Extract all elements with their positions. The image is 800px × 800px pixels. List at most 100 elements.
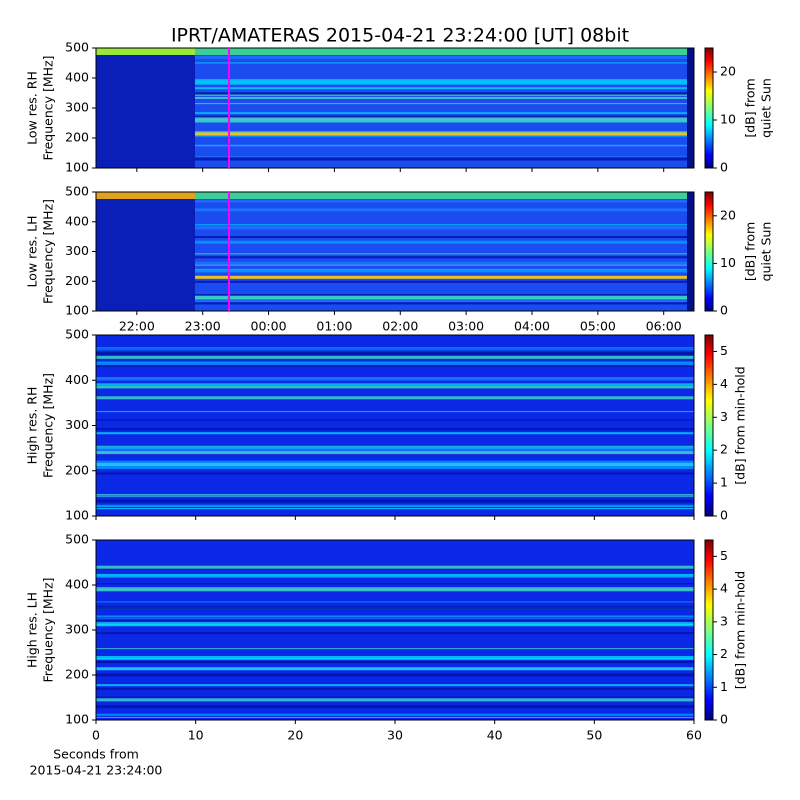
colorbar-tick-label: 3 bbox=[720, 613, 728, 628]
spectrogram-band bbox=[96, 713, 694, 716]
spectrogram-no-data bbox=[96, 48, 195, 168]
spectrogram-band bbox=[96, 705, 694, 709]
spectrogram-band bbox=[96, 451, 694, 455]
spectrogram-band bbox=[195, 157, 687, 161]
spectrogram-band bbox=[195, 145, 687, 147]
x-tick-label: 02:00 bbox=[382, 319, 418, 334]
y-tick-label: 500 bbox=[65, 184, 89, 199]
spectrogram-band bbox=[96, 361, 694, 363]
spectrogram-band bbox=[96, 587, 694, 591]
spectrogram-band bbox=[96, 494, 694, 497]
y-tick-label: 300 bbox=[65, 622, 89, 637]
y-tick-label: 500 bbox=[65, 532, 89, 547]
spectrogram-band bbox=[96, 687, 694, 690]
spectrogram-band bbox=[195, 256, 687, 259]
y-tick-label: 200 bbox=[65, 462, 89, 477]
colorbar-label: [dB] from min-hold bbox=[733, 366, 748, 484]
spectrogram-band bbox=[195, 264, 687, 266]
spectrogram-band bbox=[96, 355, 694, 359]
colorbar-tick-label: 1 bbox=[720, 475, 728, 490]
colorbar-tick-label: 0 bbox=[720, 712, 728, 727]
colorbar-tick-label: 2 bbox=[720, 442, 728, 457]
spectrogram-band bbox=[96, 383, 694, 386]
spectrogram-band bbox=[195, 92, 687, 95]
x-tick-label: 06:00 bbox=[646, 319, 682, 334]
y-tick-label: 400 bbox=[65, 372, 89, 387]
spectrogram-band bbox=[195, 240, 687, 244]
colorbar bbox=[704, 47, 714, 169]
y-tick-label: 200 bbox=[65, 130, 89, 145]
x-tick-label: 30 bbox=[387, 728, 403, 743]
spectrogram-band bbox=[96, 349, 694, 351]
x-tick-label: 50 bbox=[586, 728, 602, 743]
spectrogram bbox=[96, 48, 694, 168]
colorbar-tick-label: 2 bbox=[720, 646, 728, 661]
colorbar-label: [dB] from bbox=[743, 222, 758, 281]
colorbar-tick-label: 20 bbox=[720, 64, 736, 79]
y-tick-label: 400 bbox=[65, 577, 89, 592]
spectrogram-band bbox=[195, 192, 687, 199]
spectrogram-band bbox=[96, 467, 694, 470]
spectrogram-band bbox=[96, 573, 694, 577]
x-tick-label: 03:00 bbox=[448, 319, 484, 334]
spectrogram-band bbox=[195, 119, 687, 123]
spectrogram-band bbox=[96, 462, 694, 466]
spectrogram-band bbox=[195, 200, 687, 203]
spectrogram-band bbox=[96, 472, 694, 475]
colorbar-tick-label: 4 bbox=[720, 376, 728, 391]
spectrogram-band bbox=[195, 87, 687, 90]
spectrogram-band bbox=[195, 269, 687, 273]
x-tick-label: 22:00 bbox=[119, 319, 155, 334]
spectrogram-band bbox=[96, 432, 694, 435]
spectrogram-band bbox=[195, 298, 687, 302]
spectrogram-band bbox=[195, 275, 687, 279]
colorbar-tick-label: 20 bbox=[720, 207, 736, 222]
spectrogram-band bbox=[195, 79, 687, 83]
x-tick-label: 00:00 bbox=[251, 319, 287, 334]
spectrogram-band bbox=[195, 225, 687, 229]
colorbar-tick-label: 0 bbox=[720, 160, 728, 175]
spectrogram-band bbox=[96, 460, 694, 464]
spectrogram-band bbox=[195, 236, 687, 239]
spectrogram-band bbox=[195, 144, 687, 146]
spectrogram-band bbox=[96, 351, 694, 355]
spectrogram-band bbox=[195, 253, 687, 255]
spectrogram-band bbox=[195, 296, 687, 300]
x-tick-label: 01:00 bbox=[316, 319, 352, 334]
spectrogram-band bbox=[195, 103, 687, 105]
y-axis-label: High res. LH bbox=[25, 592, 40, 668]
x-tick-label: 05:00 bbox=[580, 319, 616, 334]
spectrogram-band bbox=[195, 56, 687, 60]
spectrogram-band bbox=[96, 648, 694, 650]
y-axis-label: Frequency [MHz] bbox=[41, 199, 56, 304]
colorbar-tick-label: 1 bbox=[720, 679, 728, 694]
spectrogram-band bbox=[96, 347, 694, 349]
spectrogram-band bbox=[195, 261, 687, 265]
colorbar-tick-label: 0 bbox=[720, 508, 728, 523]
spectrogram-no-data bbox=[687, 192, 694, 311]
spectrogram-band bbox=[96, 504, 694, 507]
spectrogram-band bbox=[96, 623, 694, 627]
spectrogram-band bbox=[195, 81, 687, 85]
x-tick-label: 04:00 bbox=[514, 319, 550, 334]
spectrogram-band bbox=[96, 411, 694, 413]
spectrogram-band bbox=[96, 465, 694, 468]
y-tick-label: 100 bbox=[65, 160, 89, 175]
spectrogram-band bbox=[195, 115, 687, 119]
y-tick-label: 200 bbox=[65, 667, 89, 682]
y-axis-label: Frequency [MHz] bbox=[41, 55, 56, 160]
colorbar-label: quiet Sun bbox=[759, 222, 774, 282]
spectrogram-band bbox=[96, 632, 694, 635]
y-tick-label: 500 bbox=[65, 40, 89, 55]
spectrogram-band bbox=[195, 131, 687, 134]
y-tick-label: 300 bbox=[65, 100, 89, 115]
spectrogram-no-data bbox=[687, 48, 694, 168]
colorbar bbox=[704, 191, 714, 312]
spectrogram-band bbox=[195, 294, 687, 297]
spectrogram-band bbox=[96, 419, 694, 421]
colorbar-tick-label: 5 bbox=[720, 343, 728, 358]
spectrogram-band bbox=[96, 396, 694, 400]
spectrogram-band bbox=[195, 208, 687, 212]
colorbar-label: [dB] from bbox=[743, 78, 758, 137]
